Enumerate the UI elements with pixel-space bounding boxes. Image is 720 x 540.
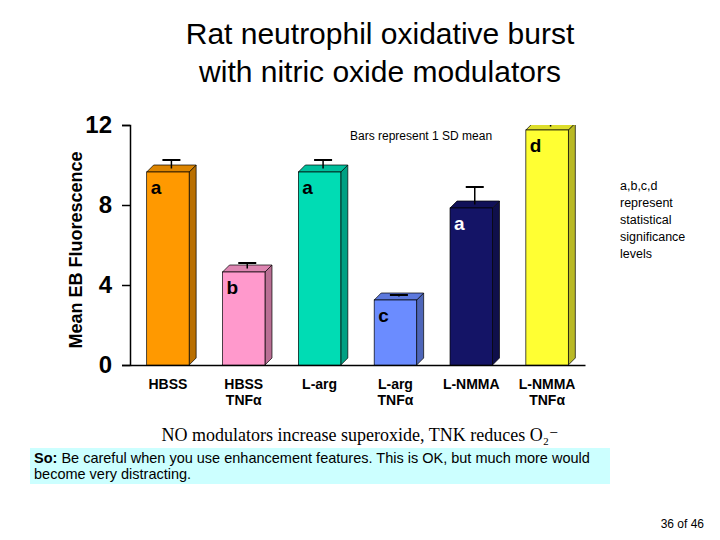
- y-tick-label: 0: [99, 351, 112, 378]
- bar: [223, 272, 265, 365]
- note-label: So:: [34, 450, 57, 466]
- bar: [147, 172, 189, 365]
- bar: [374, 300, 416, 365]
- error-bar-stem: [550, 125, 552, 127]
- error-bar-cap: [314, 159, 332, 161]
- significance-label: a: [302, 177, 313, 198]
- error-bar: [542, 125, 560, 127]
- error-bar: [162, 160, 180, 169]
- y-tick: 4: [99, 271, 130, 298]
- significance-label: b: [227, 277, 239, 298]
- error-bar-cap: [162, 159, 180, 161]
- x-tick-label: L-NMMA: [443, 376, 500, 392]
- y-tick-label: 12: [85, 111, 112, 138]
- y-tick: 0: [99, 351, 130, 378]
- y-tick-mark: [122, 285, 130, 287]
- x-tick-label: HBSS: [148, 376, 187, 392]
- y-tick: 8: [99, 191, 130, 218]
- bar-side: [189, 165, 196, 365]
- error-bar-stem: [171, 160, 173, 169]
- significance-labels: a b a c a d: [151, 135, 542, 326]
- x-tick-label-line: L-NMMA: [519, 376, 576, 392]
- significance-label: c: [378, 305, 389, 326]
- bar-side: [492, 201, 499, 365]
- y-axis-line: [122, 126, 131, 366]
- title: Rat neutrophil oxidative burst: [186, 17, 575, 50]
- title: with nitric oxide modulators: [198, 55, 561, 88]
- bars: [147, 125, 576, 365]
- x-tick-label: HBSSTNFα: [224, 376, 263, 408]
- bar-side: [265, 265, 272, 365]
- x-tick-label-line: TNFα: [529, 392, 565, 408]
- annotation: a,b,c,d represent statistical significance l…: [620, 179, 685, 261]
- x-tick-label-line: L-NMMA: [443, 376, 500, 392]
- error-bar: [466, 187, 484, 205]
- significance-label: a: [151, 177, 162, 198]
- annotation-line: represent: [620, 196, 673, 210]
- error-bar: [390, 295, 408, 297]
- x-tick-label: L-NMMATNFα: [519, 376, 576, 408]
- x-tick: L-NMMATNFα: [519, 376, 576, 408]
- y-axis: 0 4 8 12: [85, 111, 130, 378]
- bar-side: [417, 293, 424, 365]
- error-bar-cap: [390, 294, 408, 296]
- y-tick: 12: [85, 111, 130, 138]
- error-bar-cap: [466, 186, 484, 188]
- x-tick-label: L-arg: [302, 376, 337, 392]
- note-text: Be careful when you use enhancement feat…: [34, 450, 590, 482]
- annotation-line: statistical: [620, 213, 671, 227]
- annotation-line: levels: [620, 247, 652, 261]
- bar: [298, 172, 340, 365]
- x-tick-label: L-argTNFα: [378, 376, 414, 408]
- y-tick-label: 4: [99, 271, 113, 298]
- annotation-line: significance: [620, 230, 685, 244]
- x-tick: HBSSTNFα: [224, 376, 263, 408]
- bar-side: [568, 125, 575, 365]
- x-tick: L-arg: [302, 376, 337, 392]
- x-tick-label-line: HBSS: [224, 376, 263, 392]
- significance-label: a: [454, 213, 465, 234]
- bar: [450, 208, 492, 365]
- bar-side: [341, 165, 348, 365]
- x-tick: HBSS: [148, 376, 187, 392]
- bar: [526, 130, 568, 365]
- x-tick-label-line: L-arg: [378, 376, 413, 392]
- significance-label: d: [530, 135, 542, 156]
- x-tick-label-line: TNFα: [378, 392, 414, 408]
- x-tick-label-line: L-arg: [302, 376, 337, 392]
- bar-top: [374, 293, 423, 300]
- page-number: 36 of 46: [661, 517, 705, 531]
- annotation: Bars represent 1 SD mean: [350, 129, 492, 143]
- y-tick-mark: [122, 205, 130, 207]
- x-tick: L-argTNFα: [378, 376, 414, 408]
- note-box: So: Be careful when you use enhancement …: [30, 448, 610, 484]
- x-tick-label-line: TNFα: [226, 392, 262, 408]
- x-axis-line: [131, 365, 586, 367]
- error-bar-cap: [238, 262, 256, 264]
- caption: NO modulators increase superoxide, TNK r…: [162, 425, 559, 445]
- error-bar-stem: [322, 160, 324, 169]
- error-bar-stem: [474, 187, 476, 205]
- y-axis-title: Mean EB Fluorescence: [66, 151, 86, 348]
- error-bar: [238, 263, 256, 269]
- x-tick-label-line: HBSS: [148, 376, 187, 392]
- x-tick: L-NMMA: [443, 376, 500, 392]
- x-axis: HBSSHBSSTNFαL-argL-argTNFαL-NMMAL-NMMATN…: [131, 366, 586, 409]
- y-tick-mark: [122, 365, 130, 367]
- y-tick-mark: [122, 125, 130, 127]
- annotation-line: a,b,c,d: [620, 179, 658, 193]
- y-tick-label: 8: [99, 191, 112, 218]
- error-bar: [314, 160, 332, 169]
